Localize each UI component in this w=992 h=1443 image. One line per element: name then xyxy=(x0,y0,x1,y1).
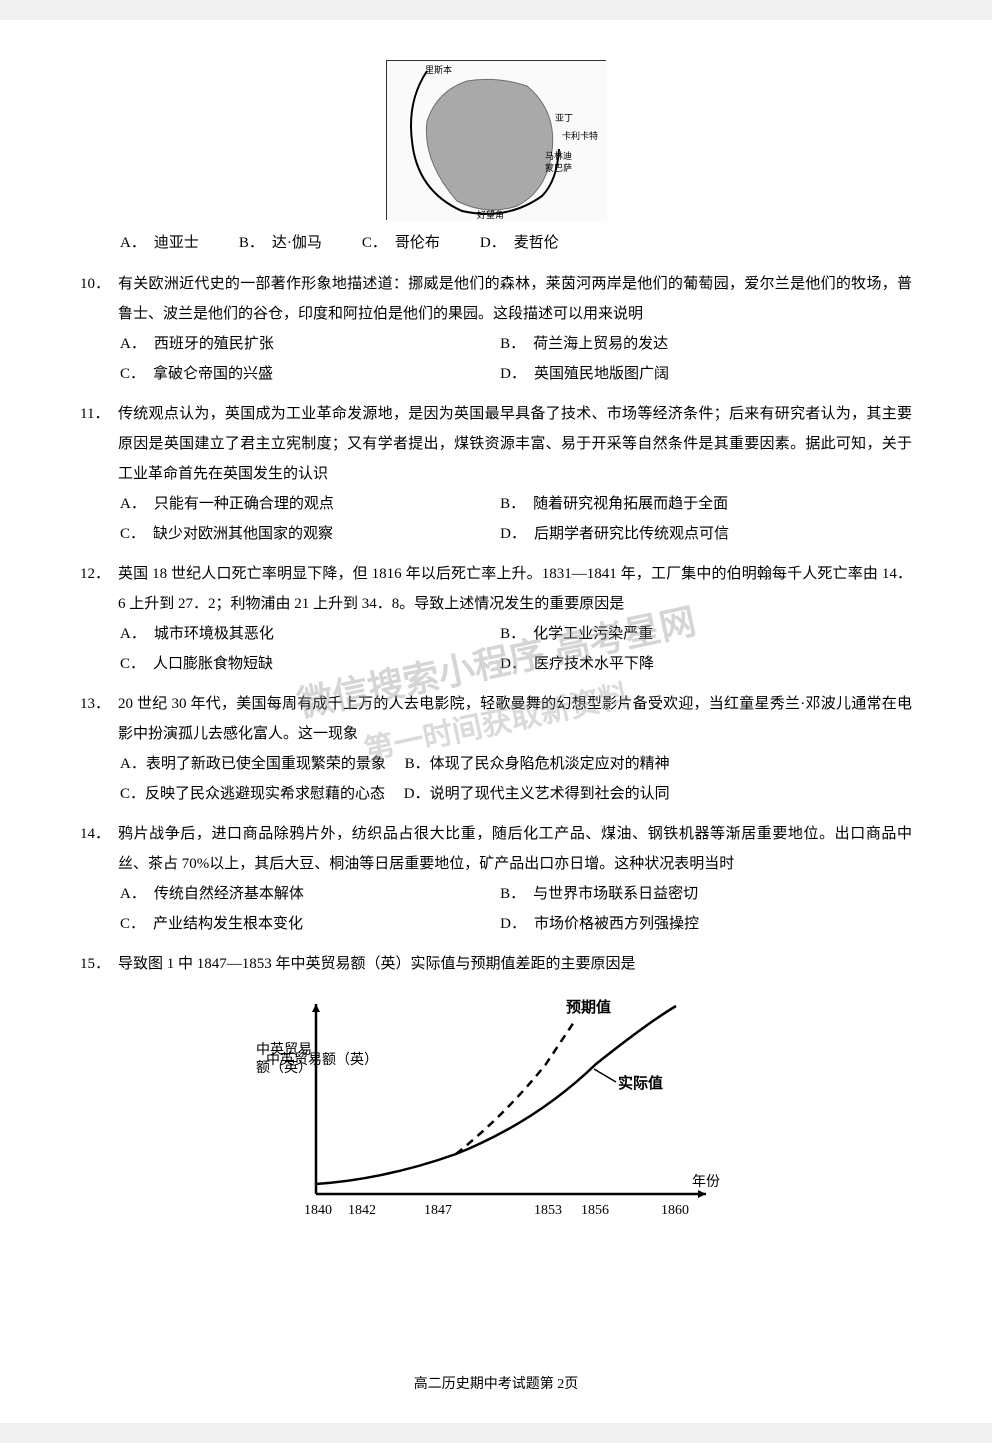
option-a: A．表明了新政已使全国重现繁荣的景象 xyxy=(120,756,386,772)
actual-line xyxy=(316,1006,676,1184)
svg-text:卡利卡特: 卡利卡特 xyxy=(562,130,598,141)
option-text: 英国殖民地版图广阔 xyxy=(534,359,669,389)
option-c: C．产业结构发生根本变化 xyxy=(120,909,500,939)
option-text: 化学工业污染严重 xyxy=(533,619,653,649)
question-text: 导致图 1 中 1847—1853 年中英贸易额（英）实际值与预期值差距的主要原… xyxy=(118,949,912,979)
question-10: 10． 有关欧洲近代史的一部著作形象地描述道：挪威是他们的森林，莱茵河两岸是他们… xyxy=(80,269,912,389)
option-d: D．麦哲伦 xyxy=(480,230,559,257)
option-text: 西班牙的殖民扩张 xyxy=(154,329,274,359)
option-text: 荷兰海上贸易的发达 xyxy=(533,329,668,359)
map-figure-container: 里斯本 亚丁 卡利卡特 马林迪 蒙巴萨 好望角 xyxy=(80,60,912,220)
question-text: 鸦片战争后，进口商品除鸦片外，纺织品占很大比重，随后化工产品、煤油、钢铁机器等渐… xyxy=(118,819,912,879)
option-c: C．拿破仑帝国的兴盛 xyxy=(120,359,500,389)
option-d: D．后期学者研究比传统观点可信 xyxy=(500,519,880,549)
question-text: 传统观点认为，英国成为工业革命发源地，是因为英国最早具备了技术、市场等经济条件；… xyxy=(118,399,912,489)
option-text: 体现了民众身陷危机淡定应对的精神 xyxy=(430,756,670,772)
svg-text:中英贸易: 中英贸易 xyxy=(256,1041,312,1058)
actual-label: 实际值 xyxy=(618,1074,663,1092)
svg-text:蒙巴萨: 蒙巴萨 xyxy=(545,162,572,173)
trade-chart: 中英贸易额（英） 中英贸易 额（英） 年份 预期值 实际值 1840 1842 … xyxy=(256,994,736,1244)
x-axis-label: 年份 xyxy=(692,1174,720,1190)
option-text: 城市环境极其恶化 xyxy=(154,619,274,649)
option-text: 表明了新政已使全国重现繁荣的景象 xyxy=(146,756,386,772)
option-text: 传统自然经济基本解体 xyxy=(154,879,304,909)
option-text: 麦哲伦 xyxy=(514,230,559,257)
option-b: B．体现了民众身陷危机淡定应对的精神 xyxy=(390,756,670,772)
option-text: 产业结构发生根本变化 xyxy=(153,909,303,939)
option-c: C．缺少对欧洲其他国家的观察 xyxy=(120,519,500,549)
option-text: 只能有一种正确合理的观点 xyxy=(154,489,334,519)
expected-line xyxy=(456,1019,576,1154)
q9-options: A．迪亚士 B．达·伽马 C．哥伦布 D．麦哲伦 xyxy=(80,230,912,257)
question-number: 11． xyxy=(80,399,118,489)
question-14: 14． 鸦片战争后，进口商品除鸦片外，纺织品占很大比重，随后化工产品、煤油、钢铁… xyxy=(80,819,912,939)
option-text: 后期学者研究比传统观点可信 xyxy=(534,519,729,549)
option-d: D．市场价格被西方列强操控 xyxy=(500,909,880,939)
option-a: A．迪亚士 xyxy=(120,230,199,257)
question-15: 15． 导致图 1 中 1847—1853 年中英贸易额（英）实际值与预期值差距… xyxy=(80,949,912,979)
question-number: 12． xyxy=(80,559,118,619)
option-a: A．只能有一种正确合理的观点 xyxy=(120,489,500,519)
africa-route-map: 里斯本 亚丁 卡利卡特 马林迪 蒙巴萨 好望角 xyxy=(386,60,606,220)
svg-text:里斯本: 里斯本 xyxy=(425,64,452,75)
question-number: 14． xyxy=(80,819,118,879)
option-text: 人口膨胀食物短缺 xyxy=(153,649,273,679)
option-text: 与世界市场联系日益密切 xyxy=(533,879,698,909)
expected-label: 预期值 xyxy=(566,998,611,1016)
option-b: B．达·伽马 xyxy=(239,230,322,257)
option-text: 达·伽马 xyxy=(272,230,322,257)
question-number: 15． xyxy=(80,949,118,979)
question-text: 20 世纪 30 年代，美国每周有成千上万的人去电影院，轻歌曼舞的幻想型影片备受… xyxy=(118,689,912,749)
option-d: D．说明了现代主义艺术得到社会的认同 xyxy=(389,786,670,802)
svg-text:亚丁: 亚丁 xyxy=(555,113,573,123)
option-text: 市场价格被西方列强操控 xyxy=(534,909,699,939)
option-text: 随着研究视角拓展而趋于全面 xyxy=(533,489,728,519)
option-text: 说明了现代主义艺术得到社会的认同 xyxy=(430,786,670,802)
option-b: B．荷兰海上贸易的发达 xyxy=(500,329,880,359)
option-a: A．传统自然经济基本解体 xyxy=(120,879,500,909)
option-c: C．哥伦布 xyxy=(362,230,440,257)
option-c: C．人口膨胀食物短缺 xyxy=(120,649,500,679)
xtick: 1853 xyxy=(534,1203,562,1218)
question-text: 英国 18 世纪人口死亡率明显下降，但 1816 年以后死亡率上升。1831—1… xyxy=(118,559,912,619)
question-11: 11． 传统观点认为，英国成为工业革命发源地，是因为英国最早具备了技术、市场等经… xyxy=(80,399,912,549)
xtick: 1856 xyxy=(581,1203,609,1218)
exam-page: 里斯本 亚丁 卡利卡特 马林迪 蒙巴萨 好望角 A．迪亚士 B．达·伽马 C．哥… xyxy=(0,20,992,1423)
svg-text:马林迪: 马林迪 xyxy=(545,150,572,161)
option-a: A．西班牙的殖民扩张 xyxy=(120,329,500,359)
option-b: B．随着研究视角拓展而趋于全面 xyxy=(500,489,880,519)
option-d: D．医疗技术水平下降 xyxy=(500,649,880,679)
svg-text:好望角: 好望角 xyxy=(477,209,504,220)
option-a: A．城市环境极其恶化 xyxy=(120,619,500,649)
question-12: 12． 英国 18 世纪人口死亡率明显下降，但 1816 年以后死亡率上升。18… xyxy=(80,559,912,679)
option-text: 缺少对欧洲其他国家的观察 xyxy=(153,519,333,549)
option-c: C．反映了民众逃避现实希求慰藉的心态 xyxy=(120,786,385,802)
svg-text:额（英）: 额（英） xyxy=(256,1059,312,1076)
option-text: 迪亚士 xyxy=(154,230,199,257)
xtick: 1847 xyxy=(424,1203,452,1218)
option-text: 医疗技术水平下降 xyxy=(534,649,654,679)
page-footer: 高二历史期中考试题第 2页 xyxy=(0,1373,992,1393)
xtick: 1860 xyxy=(661,1203,689,1218)
xtick: 1840 xyxy=(304,1203,332,1218)
option-text: 拿破仑帝国的兴盛 xyxy=(153,359,273,389)
option-d: D．英国殖民地版图广阔 xyxy=(500,359,880,389)
option-text: 哥伦布 xyxy=(395,230,440,257)
question-text: 有关欧洲近代史的一部著作形象地描述道：挪威是他们的森林，莱茵河两岸是他们的葡萄园… xyxy=(118,269,912,329)
option-text: 反映了民众逃避现实希求慰藉的心态 xyxy=(145,786,385,802)
question-number: 10． xyxy=(80,269,118,329)
question-13: 13． 20 世纪 30 年代，美国每周有成千上万的人去电影院，轻歌曼舞的幻想型… xyxy=(80,689,912,809)
option-b: B．与世界市场联系日益密切 xyxy=(500,879,880,909)
option-b: B．化学工业污染严重 xyxy=(500,619,880,649)
trade-chart-container: 中英贸易额（英） 中英贸易 额（英） 年份 预期值 实际值 1840 1842 … xyxy=(80,994,912,1244)
question-number: 13． xyxy=(80,689,118,749)
xtick: 1842 xyxy=(348,1203,376,1218)
